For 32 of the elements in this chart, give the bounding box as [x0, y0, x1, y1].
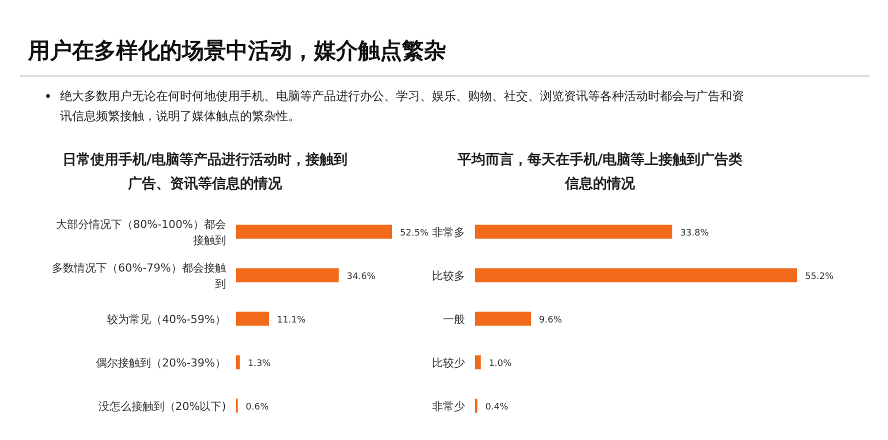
data-label: 0.6% — [246, 402, 270, 412]
y-tick-label: 比较多 — [432, 269, 465, 282]
bar — [475, 224, 672, 239]
data-label: 1.3% — [248, 358, 272, 369]
data-label: 1.0% — [488, 358, 512, 369]
chart-title: 日常使用手机/电脑等产品进行活动时，接触到广告、资讯等信息的情况 — [62, 151, 348, 192]
bar — [236, 355, 240, 370]
data-label: 11.1% — [276, 315, 306, 326]
bar — [236, 312, 269, 326]
data-label: 9.6% — [539, 315, 562, 326]
bar — [475, 268, 797, 282]
chart-title: 平均而言，每天在手机/电脑等上接触到广告类信息的情况 — [456, 151, 743, 192]
data-label: 33.8% — [680, 228, 710, 238]
bar — [475, 355, 481, 370]
bar — [236, 224, 392, 239]
y-tick-label: 多数情况下（60%-79%）都会接触到 — [52, 261, 226, 290]
y-tick-label: 较为常见（40%-59%） — [107, 312, 226, 326]
text: 用户在多样化的场景中活动，媒介触点繁杂 — [27, 38, 446, 64]
data-label: 55.2% — [805, 272, 834, 282]
y-tick-label: 偶尔接触到（20%-39%） — [96, 356, 226, 370]
y-tick-label: 比较少 — [432, 356, 465, 370]
data-label: 52.5% — [400, 228, 430, 238]
text: 绝大多数用户无论在何时何地使用手机、电脑等产品进行办公、学习、娱乐、购物、社交、浏览资讯等各种活动时都会与广告和资讯信息频繁接触，说明了媒体触点的繁杂性。 — [60, 89, 744, 123]
y-tick-label: 一般 — [443, 312, 465, 326]
y-tick-label: 非常多 — [432, 226, 465, 239]
y-tick-label: 没怎么接触到（20%以下) — [98, 400, 226, 413]
bar — [475, 312, 531, 326]
data-label: 34.6% — [346, 272, 376, 282]
bar — [236, 268, 339, 282]
data-label: 0.4% — [485, 402, 509, 412]
y-tick-label: 大部分情况下（80%-100%）都会接触到 — [56, 218, 226, 247]
y-tick-label: 非常少 — [432, 400, 465, 413]
